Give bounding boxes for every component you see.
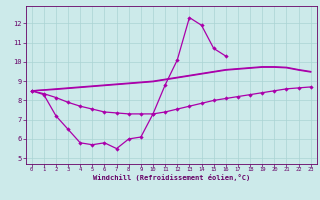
X-axis label: Windchill (Refroidissement éolien,°C): Windchill (Refroidissement éolien,°C) <box>92 174 250 181</box>
